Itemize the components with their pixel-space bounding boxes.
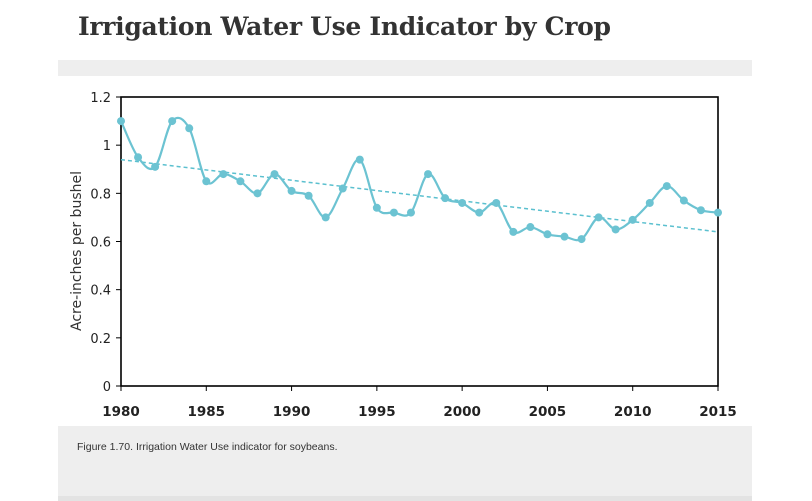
data-point [441, 194, 450, 203]
y-tick-label: 1.2 [90, 91, 111, 106]
trend-line [120, 158, 719, 233]
x-tick-label: 1985 [187, 404, 225, 420]
data-point [372, 203, 381, 212]
data-point [321, 213, 330, 222]
x-tick-label: 2000 [443, 404, 481, 420]
plot-border [120, 96, 719, 387]
data-point [475, 208, 484, 217]
data-point [679, 196, 688, 205]
data-point [270, 170, 279, 179]
series-line [120, 116, 719, 242]
data-point [696, 206, 705, 215]
x-tick-label: 2005 [529, 404, 567, 420]
y-tick-label: 0.6 [90, 236, 111, 251]
data-point [151, 162, 160, 171]
data-point [714, 208, 722, 217]
x-axis-ticks: 1980 1985 1990 1995 2000 2005 2010 2015 [102, 386, 737, 420]
caption-panel: Figure 1.70. Irrigation Water Use indica… [58, 426, 752, 501]
data-point [236, 177, 245, 186]
y-tick-label: 1 [103, 139, 111, 154]
data-point [202, 177, 211, 186]
data-point [509, 227, 518, 236]
data-point [134, 153, 143, 162]
data-point [304, 191, 313, 200]
data-point [338, 184, 347, 193]
data-point [560, 232, 569, 241]
x-tick-label: 2015 [699, 404, 737, 420]
series-group [120, 116, 719, 242]
trend-line-group [120, 158, 719, 233]
y-axis-ticks: 0 0.2 0.4 0.6 0.8 1 1.2 [90, 91, 121, 395]
y-tick-label: 0.8 [90, 187, 111, 202]
top-panel-bar [58, 60, 752, 76]
y-axis-label: Acre-inches per bushel [69, 171, 85, 331]
data-point [253, 189, 262, 198]
data-point [628, 215, 637, 224]
data-point [577, 235, 586, 244]
plot-frame [120, 96, 719, 387]
data-point [458, 198, 467, 207]
y-tick-label: 0.4 [90, 284, 111, 299]
data-point [611, 225, 620, 234]
data-point [543, 230, 552, 239]
data-point [355, 155, 364, 164]
data-point [424, 170, 433, 179]
data-points [117, 117, 722, 244]
data-point [406, 208, 415, 217]
x-tick-label: 1980 [102, 404, 140, 420]
x-tick-label: 2010 [614, 404, 652, 420]
chart-container: 0 0.2 0.4 0.6 0.8 1 1.2 1980 1985 1990 1995 2000 20… [58, 76, 752, 426]
bottom-strip [58, 496, 752, 501]
data-point [168, 117, 177, 126]
y-tick-label: 0.2 [90, 332, 111, 347]
x-tick-label: 1990 [273, 404, 311, 420]
chart-svg: 0 0.2 0.4 0.6 0.8 1 1.2 1980 1985 1990 1995 2000 20… [69, 91, 737, 420]
y-tick-label: 0 [103, 380, 111, 395]
data-point [662, 182, 671, 191]
data-point [389, 208, 398, 217]
data-point [185, 124, 194, 133]
data-point [526, 223, 535, 232]
x-tick-label: 1995 [358, 404, 396, 420]
figure-caption: Figure 1.70. Irrigation Water Use indica… [77, 441, 338, 453]
data-point [594, 213, 603, 222]
data-point [492, 198, 501, 207]
data-point [645, 198, 654, 207]
page-title: Irrigation Water Use Indicator by Crop [78, 12, 611, 41]
data-point [287, 186, 296, 195]
data-point [117, 117, 125, 126]
data-point [219, 170, 228, 179]
